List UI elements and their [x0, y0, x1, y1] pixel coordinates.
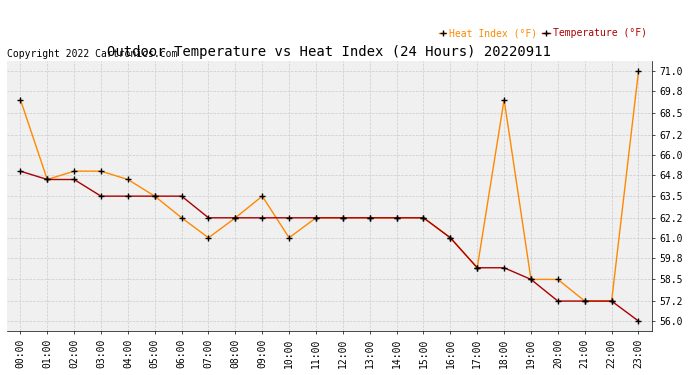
Heat Index (°F)	[177, 216, 186, 220]
Temperature (°F)	[580, 299, 589, 303]
Heat Index (°F)	[150, 194, 159, 198]
Heat Index (°F)	[420, 216, 428, 220]
Temperature (°F)	[500, 266, 509, 270]
Heat Index (°F)	[97, 169, 105, 173]
Legend: Heat Index (°F), Temperature (°F): Heat Index (°F), Temperature (°F)	[439, 28, 647, 38]
Heat Index (°F)	[124, 177, 132, 182]
Heat Index (°F)	[366, 216, 374, 220]
Temperature (°F)	[393, 216, 401, 220]
Heat Index (°F)	[634, 69, 642, 74]
Heat Index (°F)	[339, 216, 347, 220]
Temperature (°F)	[70, 177, 78, 182]
Temperature (°F)	[339, 216, 347, 220]
Temperature (°F)	[97, 194, 105, 198]
Temperature (°F)	[285, 216, 293, 220]
Line: Temperature (°F): Temperature (°F)	[21, 171, 638, 321]
Heat Index (°F)	[580, 299, 589, 303]
Temperature (°F)	[634, 319, 642, 323]
Heat Index (°F)	[393, 216, 401, 220]
Temperature (°F)	[231, 216, 239, 220]
Temperature (°F)	[177, 194, 186, 198]
Temperature (°F)	[43, 177, 51, 182]
Temperature (°F)	[17, 169, 25, 173]
Temperature (°F)	[258, 216, 266, 220]
Temperature (°F)	[527, 277, 535, 282]
Heat Index (°F)	[553, 277, 562, 282]
Heat Index (°F)	[258, 194, 266, 198]
Heat Index (°F)	[231, 216, 239, 220]
Heat Index (°F)	[473, 266, 482, 270]
Heat Index (°F)	[500, 97, 509, 102]
Temperature (°F)	[446, 236, 455, 240]
Temperature (°F)	[124, 194, 132, 198]
Temperature (°F)	[366, 216, 374, 220]
Temperature (°F)	[607, 299, 615, 303]
Line: Heat Index (°F): Heat Index (°F)	[21, 71, 638, 301]
Heat Index (°F)	[446, 236, 455, 240]
Heat Index (°F)	[43, 177, 51, 182]
Heat Index (°F)	[204, 236, 213, 240]
Text: Copyright 2022 Cartronics.com: Copyright 2022 Cartronics.com	[7, 48, 177, 58]
Heat Index (°F)	[17, 97, 25, 102]
Temperature (°F)	[312, 216, 320, 220]
Heat Index (°F)	[527, 277, 535, 282]
Heat Index (°F)	[607, 299, 615, 303]
Heat Index (°F)	[312, 216, 320, 220]
Temperature (°F)	[473, 266, 482, 270]
Temperature (°F)	[420, 216, 428, 220]
Temperature (°F)	[204, 216, 213, 220]
Heat Index (°F)	[285, 236, 293, 240]
Title: Outdoor Temperature vs Heat Index (24 Hours) 20220911: Outdoor Temperature vs Heat Index (24 Ho…	[108, 45, 551, 59]
Temperature (°F)	[553, 299, 562, 303]
Heat Index (°F)	[70, 169, 78, 173]
Temperature (°F)	[150, 194, 159, 198]
